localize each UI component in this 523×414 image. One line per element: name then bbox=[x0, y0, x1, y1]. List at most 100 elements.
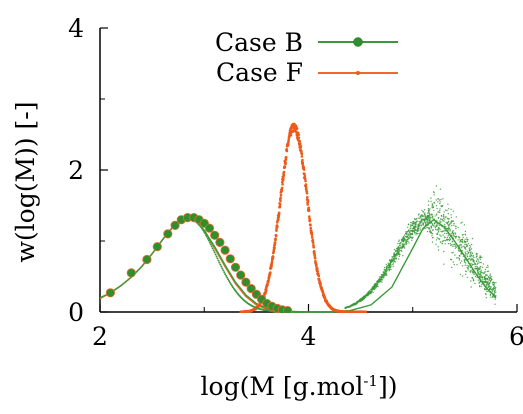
series-point-case-b-cloud bbox=[420, 216, 422, 218]
series-point-case-b-cloud bbox=[438, 223, 440, 225]
series-point-case-b-cloud bbox=[432, 205, 434, 207]
series-point-case-b-cloud bbox=[432, 215, 434, 218]
series-point-case-b-cloud bbox=[451, 240, 453, 242]
series-point-case-b-cloud bbox=[447, 212, 449, 215]
series-point-case-b-cloud bbox=[417, 233, 419, 235]
series-point-case-b-cloud bbox=[484, 278, 486, 280]
series-point-case-b-cloud bbox=[447, 235, 449, 237]
series-point-case-b-cloud bbox=[436, 237, 438, 239]
series-point-case-b-cloud bbox=[377, 283, 379, 285]
series-point-case-b-cloud bbox=[448, 224, 451, 226]
series-point-case-b-cloud bbox=[466, 264, 468, 266]
series-point-case-b-cloud bbox=[447, 243, 450, 245]
series-point-case-b-cloud bbox=[432, 217, 434, 219]
series-point-case-b-cloud bbox=[424, 227, 426, 230]
series-marker-case-b bbox=[210, 230, 220, 240]
series-point-case-f bbox=[289, 134, 293, 137]
series-point-case-b-cloud bbox=[393, 248, 396, 251]
series-point-case-b-cloud bbox=[447, 221, 449, 224]
series-point-case-b-cloud bbox=[430, 222, 432, 225]
series-point-case-b-cloud bbox=[479, 270, 481, 273]
series-point-case-b-cloud bbox=[346, 306, 349, 308]
series-point-case-b-cloud bbox=[396, 252, 398, 254]
series-point-case-b-cloud bbox=[448, 239, 451, 242]
series-point-case-b-cloud bbox=[403, 237, 405, 239]
series-point-case-b-cloud bbox=[411, 239, 413, 241]
series-point-case-b-cloud bbox=[391, 258, 393, 260]
series-point-case-b-cloud bbox=[377, 285, 379, 288]
series-point-case-b-cloud bbox=[417, 228, 419, 231]
series-point-case-f bbox=[266, 283, 269, 287]
series-point-case-b-cloud bbox=[490, 296, 492, 298]
series-point-case-b-cloud bbox=[441, 242, 443, 245]
series-point-case-b-cloud bbox=[461, 265, 464, 267]
series-point-case-b-cloud bbox=[436, 214, 438, 216]
series-point-case-b-cloud bbox=[401, 238, 404, 240]
series-point-case-b-cloud bbox=[432, 223, 434, 225]
series-marker-case-b bbox=[126, 268, 136, 278]
series-point-case-b-cloud bbox=[474, 262, 476, 265]
series-point-case-b-cloud bbox=[464, 233, 466, 235]
series-point-case-b-cloud bbox=[490, 276, 492, 278]
series-point-case-b-cloud bbox=[449, 242, 451, 245]
series-point-case-b-cloud bbox=[447, 224, 449, 226]
series-point-case-b-cloud bbox=[465, 252, 467, 255]
series-point-case-b-cloud bbox=[458, 257, 461, 260]
series-point-case-b-cloud bbox=[458, 259, 460, 261]
series-point-case-b-cloud bbox=[391, 256, 393, 258]
series-point-case-b-cloud bbox=[372, 288, 374, 291]
series-point-case-b-cloud bbox=[446, 236, 448, 238]
series-point-case-b-cloud bbox=[485, 277, 487, 279]
series-point-case-b-cloud bbox=[482, 263, 484, 265]
series-point-case-b-cloud bbox=[443, 211, 445, 213]
series-point-case-f bbox=[274, 237, 277, 241]
series-point-case-b-cloud bbox=[402, 241, 404, 243]
series-point-case-b-cloud bbox=[472, 271, 474, 274]
series-point-case-b-cloud bbox=[468, 262, 470, 264]
series-point-case-b-cloud bbox=[450, 235, 452, 238]
series-point-case-f bbox=[308, 219, 312, 222]
series-point-case-b-cloud bbox=[479, 280, 482, 282]
series-point-case-b-cloud bbox=[442, 217, 444, 220]
series-point-case-b-cloud bbox=[430, 226, 433, 228]
series-point-case-b-cloud bbox=[460, 253, 462, 255]
series-point-case-b-cloud bbox=[437, 211, 439, 213]
x-axis-label-sup: -1 bbox=[363, 372, 378, 390]
series-point-case-b-cloud bbox=[429, 218, 432, 220]
series-point-case-f bbox=[300, 152, 304, 156]
series-point-case-b-cloud bbox=[441, 226, 443, 228]
series-point-case-b-cloud bbox=[431, 241, 434, 243]
series-point-case-b-cloud bbox=[474, 275, 477, 278]
series-point-case-b-cloud bbox=[470, 256, 472, 258]
series-point-case-b-cloud bbox=[371, 290, 373, 292]
series-point-case-b-cloud bbox=[397, 245, 399, 248]
y-tick-label: 2 bbox=[68, 156, 84, 185]
series-point-case-b-cloud bbox=[388, 267, 390, 269]
series-point-case-b-cloud bbox=[396, 253, 399, 255]
series-point-case-b-cloud bbox=[469, 251, 471, 254]
series-point-case-f bbox=[282, 176, 285, 180]
series-point-case-b-cloud bbox=[449, 230, 451, 232]
series-point-case-b-cloud bbox=[403, 244, 405, 246]
series-point-case-b-cloud bbox=[455, 228, 457, 230]
series-point-case-b-cloud bbox=[444, 225, 446, 227]
series-point-case-b-cloud bbox=[480, 285, 482, 288]
series-point-case-b-cloud bbox=[422, 223, 424, 225]
series-point-case-b-cloud bbox=[456, 264, 458, 266]
series-point-case-f bbox=[270, 260, 274, 263]
series-point-case-b-cloud bbox=[398, 258, 400, 260]
series-point-case-b-cloud bbox=[478, 282, 480, 284]
series-point-case-b-cloud bbox=[449, 238, 452, 241]
series-point-case-b-cloud bbox=[487, 264, 489, 267]
series-point-case-b-cloud bbox=[425, 215, 427, 217]
series-point-case-b-cloud bbox=[494, 303, 496, 305]
series-point-case-f bbox=[280, 189, 284, 192]
series-point-case-b-cloud bbox=[439, 211, 441, 214]
series-point-case-f bbox=[310, 233, 314, 236]
series-point-case-b-cloud bbox=[439, 202, 441, 205]
series-point-case-b-cloud bbox=[439, 222, 441, 224]
series-marker-case-b bbox=[230, 262, 241, 272]
series-point-case-b-cloud bbox=[487, 283, 490, 286]
series-point-case-b-cloud bbox=[369, 292, 371, 294]
series-point-case-b-cloud bbox=[398, 239, 400, 241]
